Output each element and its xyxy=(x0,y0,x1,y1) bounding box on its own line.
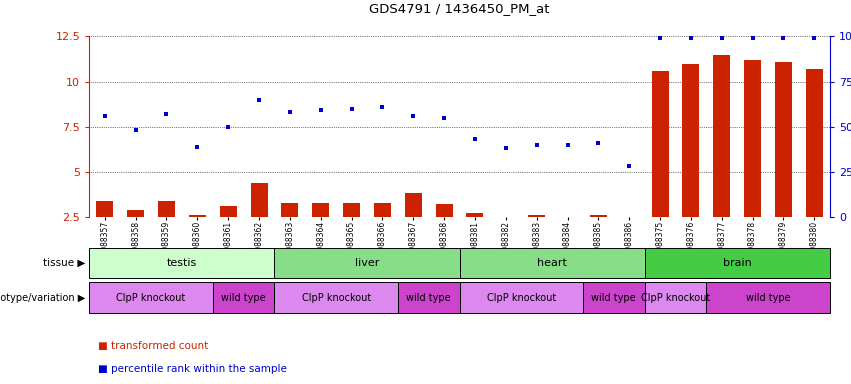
Text: wild type: wild type xyxy=(591,293,636,303)
Bar xyxy=(683,64,700,217)
Bar xyxy=(96,201,113,217)
Bar xyxy=(806,69,823,217)
Bar xyxy=(460,248,645,278)
Bar xyxy=(250,183,267,217)
Text: heart: heart xyxy=(537,258,567,268)
Bar xyxy=(189,215,206,217)
Text: genotype/variation ▶: genotype/variation ▶ xyxy=(0,293,85,303)
Bar xyxy=(460,282,583,313)
Text: wild type: wild type xyxy=(745,293,791,303)
Bar xyxy=(645,248,830,278)
Bar xyxy=(127,210,144,217)
Bar xyxy=(312,202,329,217)
Bar xyxy=(282,202,299,217)
Bar xyxy=(274,248,460,278)
Text: ClpP knockout: ClpP knockout xyxy=(487,293,556,303)
Text: ClpP knockout: ClpP knockout xyxy=(117,293,186,303)
Bar xyxy=(274,282,397,313)
Bar xyxy=(405,194,422,217)
Bar xyxy=(436,204,453,217)
Text: ■ percentile rank within the sample: ■ percentile rank within the sample xyxy=(98,364,287,374)
Text: ClpP knockout: ClpP knockout xyxy=(301,293,371,303)
Bar xyxy=(775,62,792,217)
Bar xyxy=(213,282,274,313)
Bar xyxy=(744,60,761,217)
Text: wild type: wild type xyxy=(221,293,266,303)
Text: GDS4791 / 1436450_PM_at: GDS4791 / 1436450_PM_at xyxy=(369,2,550,15)
Bar xyxy=(645,282,706,313)
Text: tissue ▶: tissue ▶ xyxy=(43,258,85,268)
Text: liver: liver xyxy=(355,258,380,268)
Text: testis: testis xyxy=(167,258,197,268)
Text: ClpP knockout: ClpP knockout xyxy=(641,293,710,303)
Text: ■ transformed count: ■ transformed count xyxy=(98,341,208,351)
Bar xyxy=(397,282,460,313)
Bar xyxy=(713,55,730,217)
Bar xyxy=(374,202,391,217)
Bar xyxy=(706,282,830,313)
Bar xyxy=(89,248,274,278)
Text: wild type: wild type xyxy=(407,293,451,303)
Bar xyxy=(158,201,175,217)
Bar xyxy=(652,71,669,217)
Text: brain: brain xyxy=(722,258,751,268)
Bar xyxy=(343,202,360,217)
Bar xyxy=(583,282,645,313)
Bar xyxy=(466,214,483,217)
Bar xyxy=(528,215,545,217)
Bar xyxy=(220,206,237,217)
Bar xyxy=(590,215,607,217)
Bar xyxy=(89,282,213,313)
